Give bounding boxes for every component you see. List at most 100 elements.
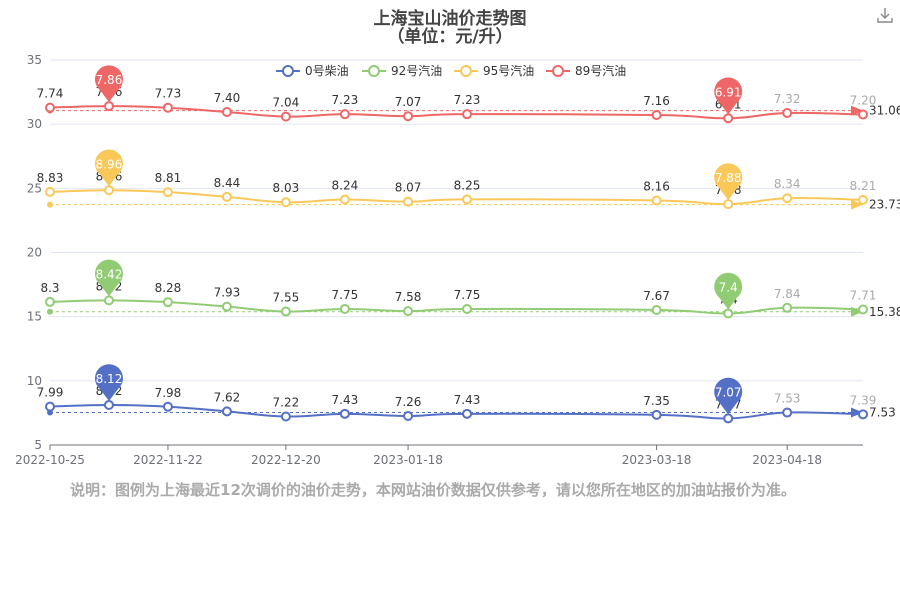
data-label: 7.40	[214, 91, 241, 105]
data-label: 7.23	[454, 93, 481, 107]
data-label: 8.07	[395, 181, 422, 195]
data-point	[858, 194, 868, 205]
data-point	[339, 194, 350, 205]
data-label: 7.62	[214, 390, 241, 404]
data-point	[723, 199, 734, 210]
data-label: 7.58	[395, 290, 422, 304]
y-tick-label: 20	[27, 246, 42, 260]
data-point	[723, 308, 734, 319]
data-point	[723, 113, 734, 124]
data-point	[782, 407, 793, 418]
x-tick-label: 2022-11-22	[133, 453, 203, 467]
y-tick-label: 15	[27, 310, 42, 324]
y-tick-label: 35	[27, 53, 42, 67]
data-label: 8.34	[774, 177, 801, 191]
data-label: 7.93	[214, 286, 241, 300]
legend-marker	[552, 65, 564, 77]
data-label: 8.81	[155, 171, 182, 185]
data-label: 8.44	[214, 176, 241, 190]
data-point	[782, 108, 793, 119]
data-label: 7.26	[395, 395, 422, 409]
data-point	[858, 109, 868, 120]
download-icon[interactable]	[876, 6, 894, 24]
chart-subtitle: （单位：元/升）	[387, 27, 513, 47]
data-point	[782, 193, 793, 204]
data-point	[462, 303, 473, 314]
pin-label: 7.86	[96, 73, 123, 87]
data-point	[103, 185, 114, 196]
data-point	[280, 197, 291, 208]
data-point	[858, 409, 868, 420]
legend-label: 92号汽油	[391, 63, 442, 78]
data-point	[162, 102, 173, 113]
x-tick-label: 2022-10-25	[15, 453, 85, 467]
data-point	[280, 111, 291, 122]
x-tick-label: 2023-01-18	[373, 453, 443, 467]
data-point	[462, 109, 473, 120]
pin-shape	[94, 364, 123, 401]
y-tick-label: 25	[27, 181, 42, 195]
data-label: 7.43	[454, 393, 481, 407]
data-label: 7.16	[643, 94, 670, 108]
data-point	[462, 408, 473, 419]
data-label: 8.03	[273, 181, 300, 195]
data-label: 8.3	[40, 281, 59, 295]
data-point	[723, 413, 734, 424]
data-label: 8.28	[155, 281, 182, 295]
data-label: 7.75	[332, 288, 359, 302]
data-point	[162, 401, 173, 412]
data-point	[651, 304, 662, 315]
data-point	[45, 186, 55, 197]
data-point	[45, 102, 55, 113]
average-start-dot	[47, 308, 53, 315]
data-point	[280, 411, 291, 422]
data-point	[221, 406, 232, 417]
min-pin: 7.07	[714, 377, 743, 415]
data-label: 7.43	[332, 393, 359, 407]
data-label: 8.83	[37, 171, 64, 185]
data-point	[651, 409, 662, 420]
data-label: 7.53	[774, 392, 801, 406]
max-pin: 8.96	[94, 149, 123, 187]
legend-marker	[368, 65, 380, 77]
min-pin: 6.91	[714, 77, 743, 115]
legend-label: 89号汽油	[575, 63, 626, 78]
data-label: 7.07	[395, 95, 422, 109]
average-arrow	[851, 199, 863, 210]
data-point	[339, 408, 350, 419]
legend-marker	[282, 65, 294, 77]
chart-title: 上海宝山油价走势图	[373, 9, 527, 29]
data-point	[221, 106, 232, 117]
pin-shape	[714, 163, 743, 201]
pin-shape	[94, 259, 123, 297]
data-label: 7.67	[643, 289, 670, 303]
data-point	[162, 297, 173, 308]
data-label: 7.75	[454, 288, 481, 302]
data-point	[162, 187, 173, 198]
min-pin: 7.4	[714, 272, 743, 310]
data-point	[403, 410, 414, 421]
data-point	[403, 306, 414, 317]
y-tick-label: 5	[34, 438, 42, 452]
data-label: 7.84	[774, 287, 801, 301]
pin-shape	[94, 65, 123, 103]
min-pin: 7.88	[714, 163, 743, 201]
pin-label: 8.96	[96, 157, 123, 171]
legend-marker	[460, 65, 472, 77]
data-point	[339, 109, 350, 120]
pin-shape	[94, 149, 123, 187]
data-point	[103, 295, 114, 306]
average-arrow	[851, 105, 863, 116]
data-label: 7.35	[643, 394, 670, 408]
data-point	[280, 306, 291, 317]
data-label: 8.25	[454, 178, 481, 192]
y-tick-label: 30	[27, 117, 42, 131]
pin-label: 6.91	[715, 85, 742, 99]
pin-shape	[714, 272, 743, 310]
data-label: 7.99	[37, 386, 64, 400]
data-label: 7.23	[332, 93, 359, 107]
data-label: 7.73	[155, 87, 182, 101]
data-label: 7.55	[273, 291, 300, 305]
data-label: 7.71	[850, 288, 877, 302]
